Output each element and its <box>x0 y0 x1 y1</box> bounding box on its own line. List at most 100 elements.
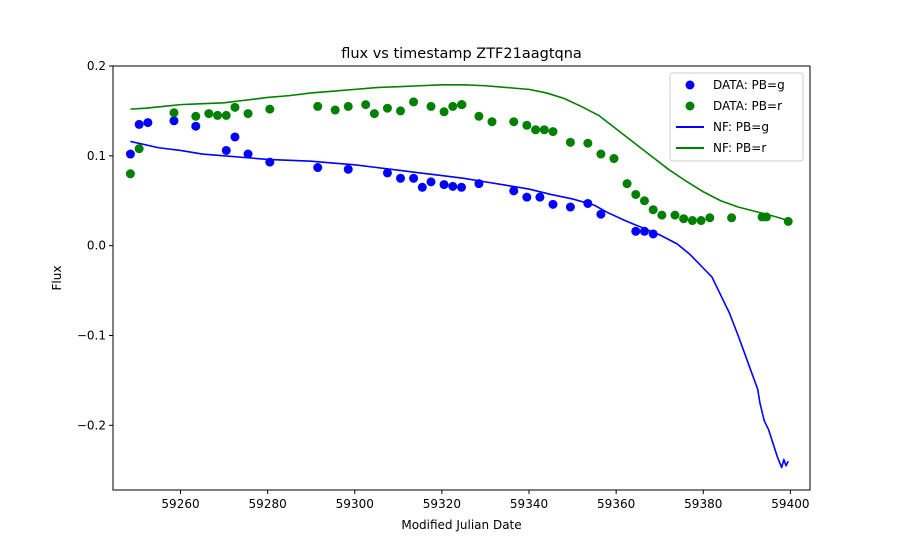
data-point-data-pb-r <box>687 216 697 226</box>
data-point-data-pb-r <box>631 189 641 199</box>
legend-marker-data-r <box>685 101 695 111</box>
data-point-data-pb-g <box>439 180 449 190</box>
legend: DATA: PB=g DATA: PB=r NF: PB=g NF: PB=r <box>669 72 804 162</box>
data-point-data-pb-r <box>783 216 793 226</box>
data-point-data-pb-r <box>409 97 419 107</box>
legend-label-nf-g: NF: PB=g <box>713 120 769 134</box>
data-point-data-pb-g <box>509 186 519 196</box>
plot-content <box>125 84 793 469</box>
data-point-data-pb-r <box>213 110 223 120</box>
data-point-data-pb-g <box>522 192 532 202</box>
data-point-data-pb-r <box>439 107 449 117</box>
data-point-data-pb-r <box>639 196 649 206</box>
data-point-data-pb-g <box>457 182 466 192</box>
data-point-data-pb-r <box>134 144 144 154</box>
data-point-data-pb-r <box>522 120 532 130</box>
data-point-data-pb-r <box>169 108 179 118</box>
data-point-data-pb-g <box>221 145 231 155</box>
data-point-data-pb-r <box>369 109 379 119</box>
y-axis-label: Flux <box>50 266 64 291</box>
data-point-data-pb-g <box>243 149 253 159</box>
data-point-data-pb-r <box>265 104 275 114</box>
data-point-data-pb-r <box>426 101 436 111</box>
x-tick-label: 59380 <box>684 497 722 511</box>
legend-label-data-g: DATA: PB=g <box>713 78 785 92</box>
y-tick-label: 0.0 <box>87 239 106 253</box>
legend-label-nf-r: NF: PB=r <box>713 141 766 155</box>
data-point-data-pb-r <box>361 100 371 110</box>
x-tick-label: 59400 <box>771 497 809 511</box>
data-point-data-pb-r <box>457 100 467 110</box>
data-point-data-pb-r <box>548 127 558 137</box>
data-point-data-pb-r <box>396 106 406 116</box>
data-point-data-pb-r <box>313 101 323 111</box>
x-tick-label: 59320 <box>423 497 461 511</box>
data-point-data-pb-r <box>696 216 706 226</box>
x-tick-label: 59300 <box>336 497 374 511</box>
data-point-data-pb-r <box>657 210 667 220</box>
data-point-data-pb-r <box>679 214 689 224</box>
data-point-data-pb-r <box>243 109 253 119</box>
data-point-data-pb-r <box>204 109 214 119</box>
x-axis: 59260 59280 59300 59320 59340 59360 59380 59400 <box>161 490 809 511</box>
data-point-data-pb-g <box>382 168 392 178</box>
data-point-data-pb-g <box>474 179 484 189</box>
data-point-data-pb-g <box>596 209 606 219</box>
data-point-data-pb-r <box>565 137 575 147</box>
data-point-data-pb-r <box>221 110 231 120</box>
data-point-data-pb-r <box>230 102 240 112</box>
data-point-data-pb-r <box>648 205 658 215</box>
data-point-data-pb-r <box>343 101 353 111</box>
data-point-data-pb-r <box>670 210 680 220</box>
data-point-data-pb-g <box>448 181 458 191</box>
legend-box <box>669 72 804 162</box>
data-point-data-pb-r <box>622 179 632 189</box>
data-point-data-pb-g <box>548 199 558 209</box>
data-point-data-pb-g <box>648 229 658 239</box>
data-point-data-pb-g <box>169 116 179 126</box>
y-tick-label: −0.2 <box>77 418 106 432</box>
data-point-data-pb-r <box>761 212 771 222</box>
x-tick-label: 59360 <box>597 497 635 511</box>
data-point-data-pb-r <box>727 213 737 223</box>
data-point-data-pb-r <box>539 125 549 135</box>
data-point-data-pb-g <box>583 198 593 208</box>
data-point-data-pb-g <box>396 173 406 183</box>
data-point-data-pb-g <box>409 173 419 183</box>
legend-marker-data-g <box>685 80 695 90</box>
y-tick-label: −0.1 <box>77 328 106 342</box>
data-point-data-pb-g <box>230 132 240 142</box>
data-point-data-pb-r <box>330 105 340 115</box>
series-line-nf-pb-g <box>130 140 789 469</box>
data-point-data-pb-g <box>134 119 144 129</box>
data-point-data-pb-r <box>448 101 458 111</box>
data-point-data-pb-r <box>583 138 593 148</box>
legend-label-data-r: DATA: PB=r <box>713 99 782 113</box>
data-point-data-pb-g <box>143 118 153 128</box>
series-line-nf-pb-r <box>130 84 789 222</box>
y-axis: 0.2 0.1 0.0 −0.1 −0.2 <box>77 59 113 432</box>
data-point-data-pb-r <box>596 149 606 159</box>
x-axis-label: Modified Julian Date <box>401 518 521 532</box>
data-point-data-pb-r <box>609 154 619 164</box>
data-point-data-pb-r <box>509 117 519 127</box>
data-point-data-pb-r <box>125 169 135 179</box>
x-tick-label: 59280 <box>249 497 287 511</box>
y-tick-label: 0.1 <box>87 149 106 163</box>
data-point-data-pb-g <box>426 177 436 187</box>
x-tick-label: 59340 <box>510 497 548 511</box>
data-point-data-pb-r <box>382 103 392 113</box>
data-point-data-pb-g <box>639 226 649 236</box>
data-point-data-pb-r <box>531 125 541 135</box>
data-point-data-pb-g <box>313 163 323 173</box>
data-point-data-pb-g <box>343 164 353 174</box>
data-point-data-pb-g <box>565 202 575 212</box>
data-point-data-pb-g <box>265 157 275 167</box>
data-point-data-pb-g <box>417 182 427 192</box>
x-tick-label: 59260 <box>161 497 199 511</box>
y-tick-label: 0.2 <box>87 59 106 73</box>
data-point-data-pb-r <box>191 111 201 121</box>
data-point-data-pb-g <box>191 121 201 131</box>
chart-title: flux vs timestamp ZTF21aagtqna <box>341 46 582 62</box>
